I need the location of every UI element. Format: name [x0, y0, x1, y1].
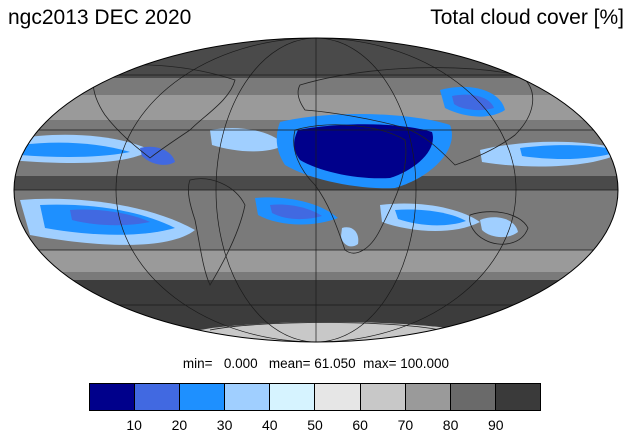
- atlantic-north-clear: [210, 128, 285, 152]
- mean-value: 61.050: [314, 356, 356, 371]
- colorbar-tick-label: 70: [397, 417, 414, 433]
- antarctica-clear: [180, 322, 480, 342]
- sahara-clear-core: [294, 124, 433, 179]
- north-america-outline: [92, 64, 236, 159]
- min-value: 0.000: [223, 356, 258, 371]
- variable-title: Total cloud cover [%]: [430, 6, 624, 29]
- europe-asia-outline: [297, 67, 534, 166]
- mexico-clear: [140, 146, 175, 165]
- colorbar-bin: [135, 384, 181, 410]
- africa-outline: [293, 124, 407, 254]
- colorbar-bin: [315, 384, 361, 410]
- antarctica-outline: [209, 322, 441, 331]
- meridian-ellipse: [115, 38, 517, 342]
- australia-outline: [469, 211, 529, 245]
- colorbar-bin: [270, 384, 316, 410]
- pacific-south-clear-deep: [70, 209, 150, 226]
- colorbar-tick-label: 20: [171, 417, 188, 433]
- colorbar-tick-label: 10: [126, 417, 142, 433]
- colorbar-bin: [450, 384, 496, 410]
- indian-ocean-clear-core: [395, 209, 466, 226]
- mean-label: mean=: [268, 356, 311, 371]
- min-label: min=: [182, 356, 213, 371]
- map-title: ngc2013 DEC 2020: [8, 6, 192, 29]
- colorbar-bin: [360, 384, 406, 410]
- colorbar-labels: 10 20 30 40 50 60 70 80 90: [0, 417, 632, 435]
- pacific-east-clear-core: [520, 145, 618, 159]
- colorbar-tick-label: 40: [262, 417, 278, 433]
- colorbar-bin: [405, 384, 451, 410]
- asia-clear-core: [452, 94, 494, 111]
- colorbar: [89, 383, 541, 411]
- colorbar-bin: [180, 384, 226, 410]
- namibia-clear: [341, 227, 359, 247]
- colorbar-bin: [495, 384, 540, 410]
- meridian-ellipse: [215, 38, 417, 342]
- statistics-line: min= 0.000 mean= 61.050 max= 100.000: [0, 356, 632, 371]
- max-value: 100.000: [400, 356, 450, 371]
- colorbar-tick-label: 30: [216, 417, 233, 433]
- map-boundary: [13, 37, 619, 343]
- colorbar-tick-label: 60: [352, 417, 368, 433]
- colorbar-tick-label: 90: [488, 417, 504, 433]
- colorbar-tick-label: 80: [442, 417, 459, 433]
- pacific-north-clear-core: [20, 142, 130, 157]
- colorbar-tick-label: 50: [307, 417, 323, 433]
- colorbar-bin: [90, 384, 136, 410]
- atlantic-south-clear-deep: [270, 204, 322, 220]
- max-label: max=: [363, 356, 397, 371]
- colorbar-bin: [225, 384, 271, 410]
